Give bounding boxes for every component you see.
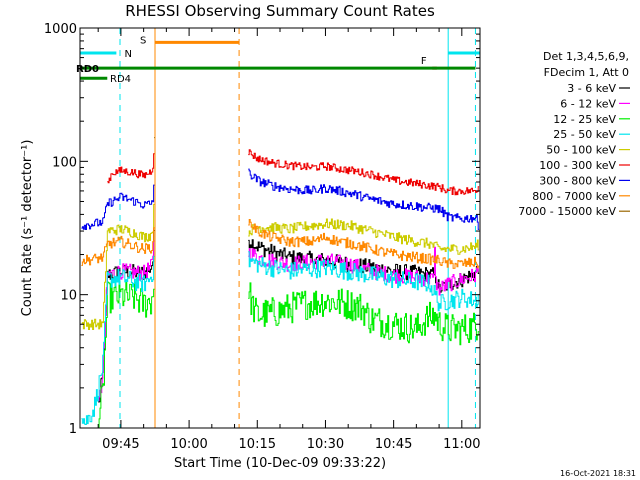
legend-header-line-2: FDecim 1, Att 0 <box>544 66 629 79</box>
series-line-7-segment-1 <box>248 219 480 269</box>
series-line-3-segment-0 <box>81 256 155 425</box>
axis-layer: 1 10 100 1000 09:45 10:00 10:15 10:30 10:45 11:00 <box>44 22 481 452</box>
legend-label-3: 25 - 50 keV <box>553 128 616 141</box>
series-line-4-segment-1 <box>248 218 480 255</box>
legend-label-0: 3 - 6 keV <box>567 82 616 95</box>
series-line-5-segment-1 <box>248 149 480 196</box>
legend-label-7: 800 - 7000 keV <box>532 190 616 203</box>
x-tick-label-105: 10:45 <box>375 437 412 452</box>
y-tick-label-1000: 1000 <box>44 22 77 37</box>
y-axis-label: Count Rate (s⁻¹ detector⁻¹) <box>20 140 35 317</box>
legend-label-2: 12 - 25 keV <box>553 113 616 126</box>
x-axis-label: Start Time (10-Dec-09 09:33:22) <box>174 456 386 471</box>
x-tick-label-90: 10:30 <box>307 437 344 452</box>
series-line-3-segment-1 <box>248 251 480 312</box>
x-tick-label-60: 10:00 <box>170 437 207 452</box>
series-line-6-segment-1 <box>248 168 480 230</box>
y-tick-label-1: 1 <box>69 422 77 437</box>
series-line-5-segment-0 <box>107 153 155 184</box>
flag-label-rd0: RD0 <box>76 64 99 75</box>
series-line-2-segment-1 <box>248 282 480 346</box>
footer-timestamp: 16-Oct-2021 18:31 <box>560 469 636 478</box>
x-tick-label-75: 10:15 <box>239 437 276 452</box>
legend-label-5: 100 - 300 keV <box>539 159 616 172</box>
legend-label-1: 6 - 12 keV <box>560 97 616 110</box>
flag-label-s: S <box>140 35 146 46</box>
data-layer <box>79 28 480 429</box>
x-tick-label-45: 09:45 <box>102 437 139 452</box>
series-line-6-segment-0 <box>81 184 155 230</box>
legend-label-8: 7000 - 15000 keV <box>518 205 616 218</box>
legend-label-4: 50 - 100 keV <box>546 144 616 157</box>
y-tick-label-100: 100 <box>52 155 77 170</box>
flag-label-f: F <box>421 56 427 67</box>
legend: Det 1,3,4,5,6,9, FDecim 1, Att 0 3 - 6 k… <box>518 50 630 218</box>
flag-label-n: N <box>125 49 132 60</box>
flag-label-rd4: RD4 <box>110 74 131 85</box>
x-tick-label-120: 11:00 <box>443 437 480 452</box>
series-line-2-segment-0 <box>98 280 155 429</box>
series-line-4-segment-0 <box>81 203 155 330</box>
flag-layer: NS F RD0 RD4 <box>76 35 480 85</box>
series-line-7-segment-0 <box>81 227 155 266</box>
legend-header-line-1: Det 1,3,4,5,6,9, <box>543 50 629 63</box>
chart-title: RHESSI Observing Summary Count Rates <box>125 2 435 20</box>
legend-label-6: 300 - 800 keV <box>539 174 616 187</box>
y-tick-label-10: 10 <box>60 289 77 304</box>
series-line-1-segment-1 <box>248 246 480 296</box>
